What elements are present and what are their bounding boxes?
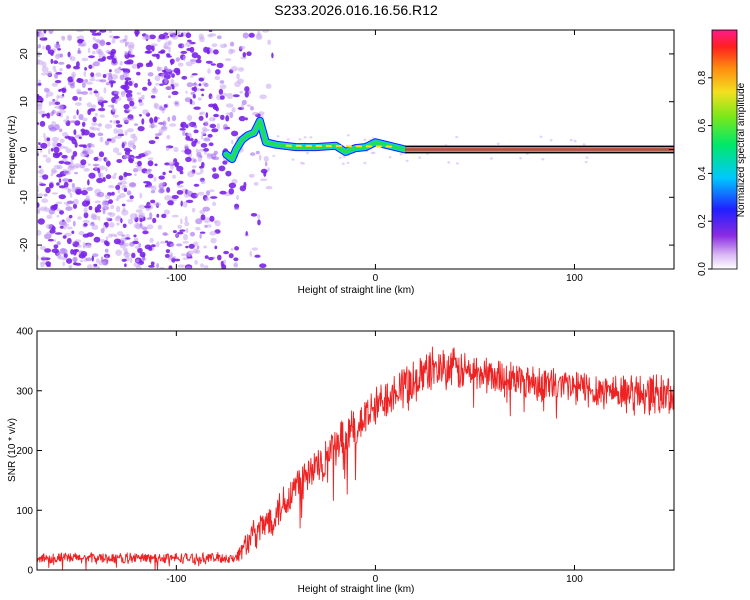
spectrogram-xlabel: Height of straight line (km) xyxy=(298,285,415,296)
y-tick-label: -10 xyxy=(19,190,30,205)
x-tick-label: -100 xyxy=(166,273,186,284)
x-tick-label: 100 xyxy=(566,574,583,585)
y-tick-label: 300 xyxy=(16,386,33,397)
x-tick-label: 0 xyxy=(373,273,379,284)
colorbar-gradient xyxy=(711,29,738,270)
colorbar-tick-label: 0.4 xyxy=(697,166,708,180)
colorbar: 0.0 0.2 0.4 0.6 0.8 Normalized spectral ampl… xyxy=(697,29,747,276)
colorbar-ticks: 0.0 0.2 0.4 0.6 0.8 xyxy=(697,70,712,276)
spectrogram-heatmap xyxy=(37,30,674,269)
y-tick-label: 200 xyxy=(16,446,33,457)
x-tick-label: 100 xyxy=(566,273,583,284)
noise-speckle xyxy=(37,30,589,269)
colorbar-tick-label: 0.6 xyxy=(697,118,708,132)
x-tick-label: 0 xyxy=(373,574,379,585)
chart-title: S233.2026.016.16.56.R12 xyxy=(274,2,438,18)
colorbar-tick-label: 0.2 xyxy=(697,214,708,228)
snr-plot-area xyxy=(37,346,674,570)
ridge-core-dashed xyxy=(285,144,396,148)
y-tick-label: 10 xyxy=(19,96,30,108)
snr-axes: -100 0 100 0 100 200 300 400 xyxy=(16,327,674,585)
y-tick-label: 0 xyxy=(19,146,30,152)
ridge-inner xyxy=(224,118,674,162)
colorbar-tick-label: 0.0 xyxy=(697,262,708,276)
snr-xlabel: Height of straight line (km) xyxy=(298,584,415,595)
y-tick-label: 0 xyxy=(27,566,33,577)
x-tick-label: -100 xyxy=(166,574,186,585)
snr-series-line xyxy=(37,346,674,570)
spectrogram-ylabel: Frequency (Hz) xyxy=(7,116,18,185)
ridge-outer xyxy=(222,116,674,164)
y-tick-label: 20 xyxy=(19,48,30,60)
colorbar-tick-label: 0.8 xyxy=(697,70,708,84)
y-tick-label: 400 xyxy=(16,327,33,338)
snr-panel: -100 0 100 0 100 200 300 400 Height of straight… xyxy=(7,327,675,595)
y-tick-label: 100 xyxy=(16,506,33,517)
colorbar-label: Normalized spectral amplitude xyxy=(736,82,747,217)
snr-ylabel: SNR (10 * v/v) xyxy=(7,418,18,482)
y-tick-label: -20 xyxy=(19,237,30,252)
